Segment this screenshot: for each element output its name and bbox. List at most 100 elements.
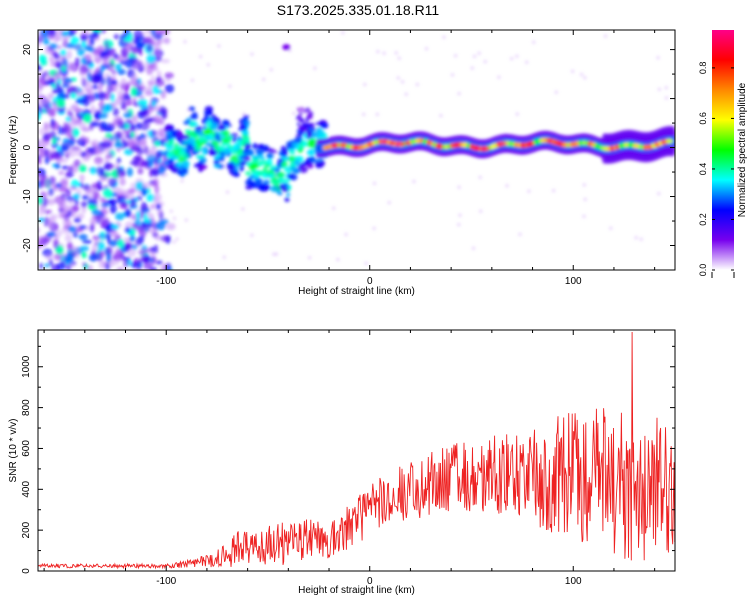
noise-cell	[98, 260, 107, 269]
signal-cell	[276, 190, 282, 195]
noise-cell	[376, 50, 380, 54]
signal-cell	[243, 129, 249, 136]
noise-cell	[52, 71, 61, 82]
noise-cell	[124, 86, 129, 95]
noise-cell	[156, 49, 162, 59]
noise-cell	[98, 91, 106, 101]
signal-cell	[202, 129, 212, 135]
band-peak	[449, 144, 456, 148]
signal-cell	[197, 162, 204, 166]
noise-cell	[583, 76, 587, 80]
noise-cell	[38, 54, 47, 63]
noise-cell	[130, 86, 137, 97]
heatmap-cells	[38, 30, 675, 270]
signal-cell	[273, 179, 281, 185]
noise-cell	[639, 237, 643, 241]
noise-cell	[206, 63, 210, 67]
signal-cell	[303, 108, 307, 114]
noise-cell	[43, 209, 53, 215]
noise-cell	[94, 110, 102, 121]
noise-cell	[308, 256, 312, 260]
noise-cell	[84, 45, 93, 51]
noise-cell	[114, 98, 119, 107]
noise-cell	[150, 251, 156, 260]
noise-cell	[49, 121, 59, 131]
noise-cell	[97, 213, 103, 221]
noise-cell	[394, 51, 398, 55]
colorbar-tick-label: 0.2	[698, 213, 708, 226]
signal-cell	[238, 161, 248, 165]
noise-cell	[122, 49, 130, 59]
signal-cell	[217, 124, 226, 131]
signal-cell	[270, 185, 279, 193]
noise-cell	[242, 112, 246, 116]
noise-cell	[61, 225, 71, 234]
noise-cell	[130, 131, 135, 138]
noise-cell	[362, 112, 366, 116]
heatmap-blobs	[38, 30, 675, 270]
heatmap-frame	[37, 29, 676, 271]
noise-cell	[67, 61, 74, 71]
noise-cell	[53, 240, 59, 250]
noise-cell	[61, 30, 70, 37]
noise-cell	[75, 227, 84, 233]
signal-cell	[169, 150, 175, 155]
signal-cell	[282, 44, 291, 51]
noise-cell	[79, 245, 89, 252]
signal-cell	[202, 125, 207, 131]
colorbar-tick-label: 0.8	[698, 62, 708, 75]
signal-cell	[199, 157, 207, 164]
y-tick-label: 0	[21, 568, 32, 574]
noise-cell	[151, 169, 160, 177]
noise-cell	[38, 172, 43, 183]
band-peak	[437, 144, 444, 149]
noise-cell	[111, 224, 119, 230]
signal-cell	[284, 197, 290, 202]
noise-cell	[90, 139, 100, 148]
noise-cell	[57, 36, 68, 41]
noise-cell	[63, 78, 73, 83]
signal-cell	[177, 150, 186, 156]
noise-cell	[48, 258, 53, 267]
noise-cell	[88, 253, 98, 262]
signal-cell	[299, 111, 303, 117]
noise-cell	[67, 165, 74, 172]
noise-cell	[344, 233, 348, 236]
signal-cell	[243, 137, 250, 144]
noise-cell	[116, 168, 125, 178]
noise-cell	[143, 118, 153, 124]
noise-cell	[143, 37, 152, 42]
signal-cell	[266, 152, 272, 159]
signal-cell	[301, 140, 308, 147]
signal-cell	[207, 109, 213, 115]
colorbar-label: Normalized spectral amplitude	[737, 82, 748, 217]
noise-cell	[155, 31, 161, 40]
noise-cell	[82, 239, 92, 244]
noise-cell	[38, 155, 42, 160]
noise-cell	[126, 167, 133, 177]
noise-cell	[160, 58, 170, 64]
noise-cell	[313, 66, 317, 70]
noise-cell	[497, 75, 501, 79]
noise-cell	[45, 122, 51, 133]
noise-cell	[112, 120, 117, 127]
noise-cell	[105, 41, 109, 50]
noise-cell	[126, 118, 133, 125]
signal-cell	[165, 135, 173, 141]
y-tick-label: 20	[22, 44, 33, 56]
noise-cell	[571, 69, 575, 73]
noise-cell	[104, 127, 114, 133]
signal-cell	[297, 121, 301, 127]
noise-cell	[79, 134, 86, 143]
noise-cell	[109, 228, 117, 233]
noise-cell	[68, 198, 75, 205]
noise-cell	[79, 65, 87, 73]
signal-cell	[251, 184, 258, 189]
band-peak	[483, 146, 490, 151]
noise-cell	[74, 87, 84, 97]
noise-cell	[272, 252, 276, 256]
noise-cell	[99, 113, 108, 119]
noise-cell	[47, 93, 55, 100]
band-peak	[394, 142, 401, 146]
noise-cell	[152, 47, 159, 53]
